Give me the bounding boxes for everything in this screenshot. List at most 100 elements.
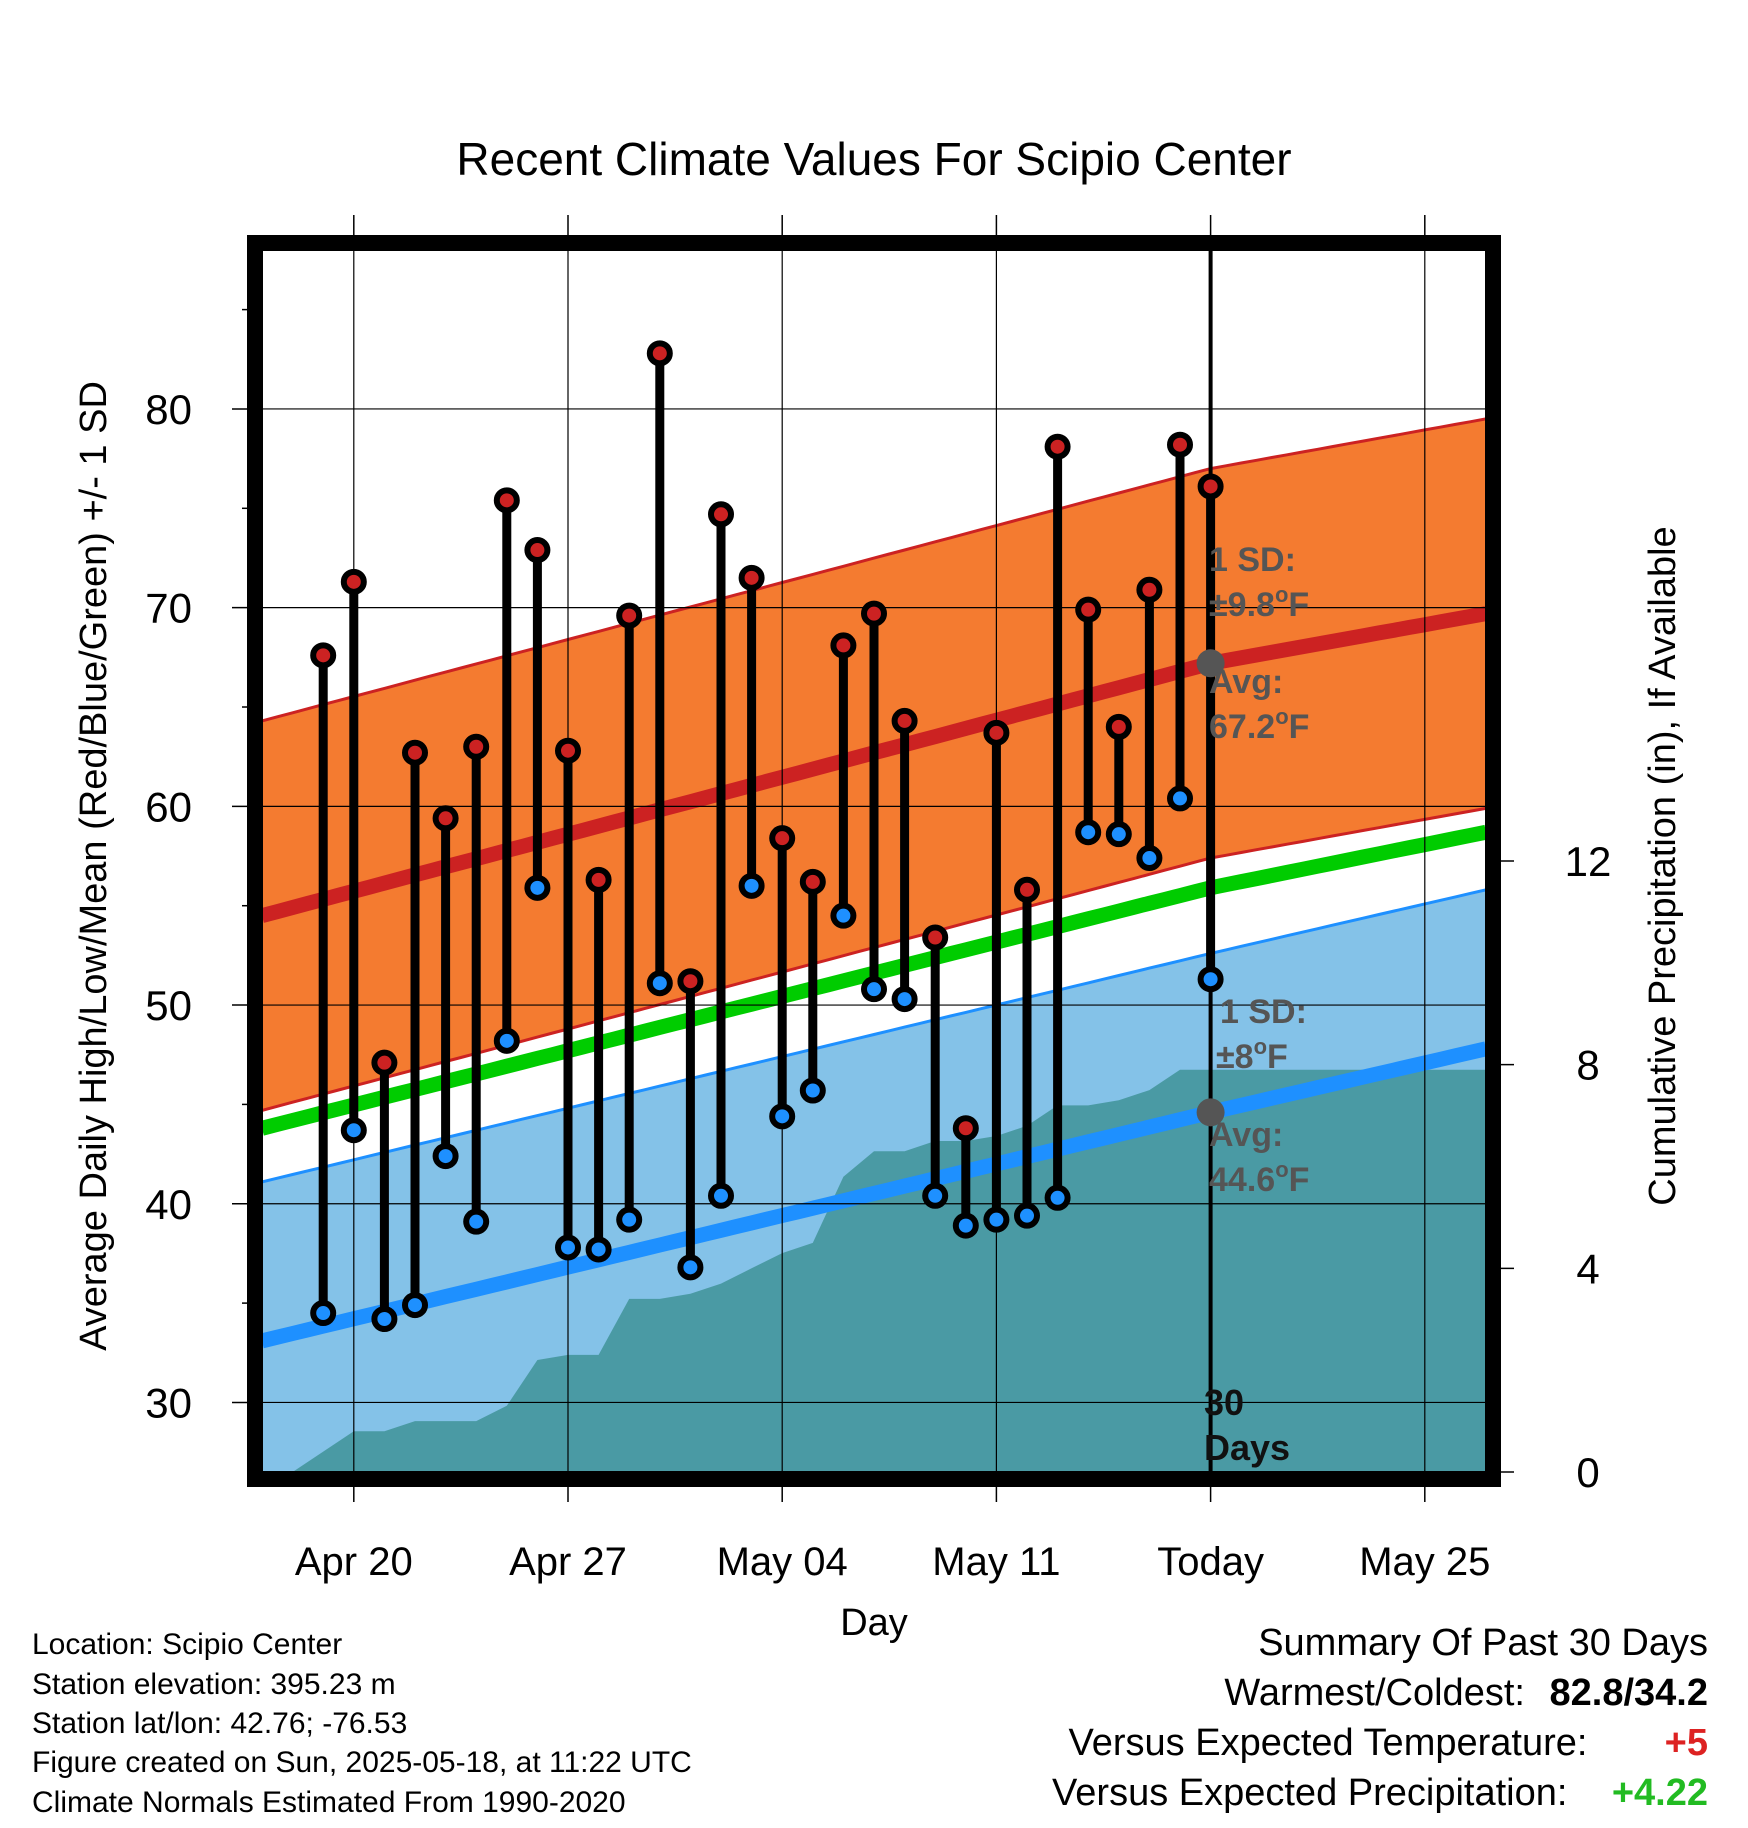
- avg-low-line: [262, 1041, 1486, 1349]
- daily-high-point: [861, 600, 887, 627]
- chart-title: Recent Climate Values For Scipio Center: [456, 133, 1291, 185]
- daily-low-point: [830, 902, 857, 929]
- daily-high-point: [524, 537, 551, 564]
- daily-low-point: [646, 970, 673, 997]
- daily-low-point: [616, 1206, 643, 1233]
- daily-low-point: [555, 1234, 581, 1261]
- daily-low-point: [1105, 821, 1132, 848]
- daily-low-point: [922, 1182, 949, 1209]
- daily-high-point: [1136, 576, 1163, 603]
- x-tick-label: Today: [1157, 1540, 1264, 1584]
- x-tick-label: May 04: [717, 1540, 848, 1584]
- daily-low-point: [799, 1077, 826, 1104]
- daily-high-point: [493, 487, 520, 514]
- daily-low-point: [738, 872, 765, 899]
- daily-high-point: [830, 632, 857, 659]
- daily-high-point: [616, 602, 643, 629]
- footer-location: Location: Scipio Center: [32, 1628, 343, 1661]
- x-axis-label: Day: [840, 1602, 908, 1644]
- x-tick-label: Apr 27: [509, 1540, 627, 1584]
- daily-high-point: [463, 733, 490, 760]
- high-band-upper-edge: [262, 417, 1486, 723]
- warm-cold-value: 82.8/34.2: [1549, 1672, 1708, 1714]
- plot-frame: [247, 235, 1501, 1487]
- daily-high-point: [677, 968, 704, 995]
- daily-high-point: [1014, 876, 1040, 903]
- x-tick-label: May 25: [1359, 1540, 1490, 1584]
- daily-low-point: [983, 1206, 1010, 1233]
- y-tick-label: 40: [145, 1181, 192, 1228]
- precip-label: Versus Expected Precipitation:: [1052, 1772, 1568, 1814]
- daily-low-point: [432, 1143, 459, 1170]
- summary-title-text: Summary Of Past 30 Days: [1258, 1622, 1708, 1664]
- daily-low-point: [861, 976, 887, 1003]
- daily-high-point: [1105, 713, 1132, 740]
- daily-high-point: [769, 825, 796, 852]
- daily-low-point: [952, 1212, 979, 1239]
- daily-high-point: [646, 340, 673, 367]
- daily-high-point: [371, 1049, 398, 1076]
- daily-high-point: [1197, 473, 1224, 500]
- footer-latlon: Station lat/lon: 42.76; -76.53: [32, 1707, 408, 1740]
- daily-low-point: [1197, 966, 1224, 993]
- high-sd-value: ±9.8oF: [1209, 582, 1309, 624]
- window-number-label: 30: [1204, 1382, 1244, 1423]
- high-avg-label: Avg:: [1209, 663, 1283, 701]
- summary-precip: Versus Expected Precipitation: +4.22: [1052, 1772, 1708, 1815]
- daily-low-point: [1075, 819, 1102, 846]
- daily-high-point: [738, 564, 765, 591]
- daily-high-point: [891, 707, 918, 734]
- daily-high-point: [1167, 431, 1193, 458]
- y2-tick-label: 0: [1576, 1449, 1599, 1496]
- y-tick-label: 70: [145, 585, 192, 632]
- daily-high-point: [708, 501, 734, 528]
- daily-low-point: [708, 1182, 734, 1209]
- warm-cold-label: Warmest/Coldest:: [1224, 1672, 1525, 1714]
- daily-high-point: [310, 642, 337, 669]
- summary-warm-cold: Warmest/Coldest: 82.8/34.2: [1224, 1672, 1708, 1715]
- daily-high-point: [983, 719, 1010, 746]
- daily-high-point: [432, 805, 459, 832]
- daily-low-point: [1136, 845, 1163, 872]
- summary-title: Summary Of Past 30 Days: [1258, 1622, 1708, 1665]
- y2-tick-label: 8: [1576, 1042, 1599, 1089]
- plot-frame-layer: [247, 235, 1501, 1487]
- low-avg-label: Avg:: [1209, 1116, 1283, 1154]
- daily-high-point: [585, 866, 612, 893]
- high-avg-value: 67.2oF: [1209, 704, 1309, 746]
- daily-low-point: [1044, 1184, 1071, 1211]
- footer-elevation: Station elevation: 395.23 m: [32, 1668, 396, 1701]
- daily-high-point: [922, 924, 949, 951]
- low-sd-label: 1 SD:: [1220, 993, 1307, 1031]
- daily-low-point: [493, 1027, 520, 1054]
- daily-low-point: [310, 1300, 337, 1327]
- precip-value: +4.22: [1611, 1772, 1708, 1814]
- daily-low-point: [371, 1306, 398, 1333]
- daily-low-point: [677, 1254, 704, 1281]
- y2-axis-label: Cumulative Precipitation (in), If Availa…: [1642, 526, 1684, 1205]
- y2-tick-label: 12: [1565, 838, 1612, 885]
- daily-high-point: [1044, 433, 1071, 460]
- footer-created: Figure created on Sun, 2025-05-18, at 11…: [32, 1746, 692, 1779]
- low-sd-value: ±8oF: [1216, 1034, 1288, 1076]
- daily-low-point: [891, 986, 918, 1013]
- axes: 30 40 50 60 70 80 0 4 8 12 Apr 20 Apr 27 May 04 May 1…: [145, 215, 1611, 1584]
- daily-low-point: [769, 1103, 796, 1130]
- low-avg-value: 44.6oF: [1209, 1157, 1309, 1199]
- summary-temp: Versus Expected Temperature: +5: [1069, 1722, 1708, 1765]
- window-unit-label: Days: [1204, 1427, 1290, 1468]
- temp-value: +5: [1664, 1722, 1708, 1764]
- daily-low-point: [585, 1236, 612, 1263]
- plot-area: [262, 250, 1486, 1472]
- daily-high-point: [799, 868, 826, 895]
- precip-area: [292, 1069, 1486, 1472]
- y2-tick-label: 4: [1576, 1245, 1599, 1292]
- y-tick-label: 80: [145, 386, 192, 433]
- daily-low-point: [463, 1208, 490, 1235]
- daily-low-point: [524, 874, 551, 901]
- x-tick-label: May 11: [932, 1540, 1060, 1584]
- y-tick-label: 50: [145, 982, 192, 1029]
- high-sd-label: 1 SD:: [1209, 541, 1296, 579]
- today-avg-low-dot: [1196, 1098, 1225, 1127]
